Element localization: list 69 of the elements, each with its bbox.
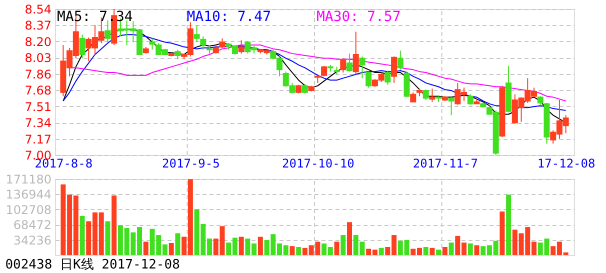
bar: [500, 211, 505, 255]
y-tick-label: 8.37: [24, 18, 52, 33]
candlestick: [467, 94, 474, 106]
text: 002438 日K线 2017-12-08: [5, 258, 180, 272]
bar: [143, 242, 148, 255]
candlestick: [174, 49, 181, 60]
bar: [290, 246, 295, 255]
y-tick-label: 171180: [6, 172, 52, 186]
candlestick: [104, 20, 111, 43]
candlestick: [366, 71, 372, 88]
candlestick: [422, 89, 429, 101]
bar: [80, 216, 85, 255]
candlestick: [238, 40, 244, 54]
candlestick: [194, 24, 200, 43]
bar: [468, 243, 473, 255]
bar: [506, 194, 512, 255]
candlestick: [340, 58, 346, 74]
y-tick-label: 7.86: [24, 67, 52, 82]
x-tick-label: 2017-10-10: [282, 156, 354, 170]
text: MA30: 7.57: [316, 9, 401, 25]
y-tick-label: 7.34: [24, 116, 52, 130]
candlestick: [448, 96, 454, 116]
candlestick: [212, 44, 219, 54]
bar: [430, 248, 435, 255]
bar: [423, 247, 428, 255]
series-label: MA10: 7.47: [186, 9, 272, 25]
candlestick: [359, 56, 366, 79]
y-tick-label: 34236: [13, 233, 52, 248]
bar: [105, 221, 110, 255]
candlestick: [410, 92, 416, 102]
y-tick-label: 136944: [6, 188, 52, 202]
y-tick-label: 7.68: [24, 84, 52, 98]
candlestick: [302, 83, 308, 94]
bar: [442, 247, 448, 255]
candlestick: [321, 65, 328, 77]
bar: [168, 243, 174, 255]
x-tick-label: 17-12-08: [537, 156, 596, 170]
y-tick-label: 8.54: [24, 2, 52, 16]
candlestick: [219, 38, 226, 48]
x-tick-label: 2017-11-7: [412, 156, 478, 170]
bar: [334, 242, 340, 255]
candlestick: [352, 31, 359, 75]
bar: [378, 248, 384, 255]
candlestick: [397, 50, 404, 70]
bar: [175, 233, 180, 255]
bar: [340, 235, 346, 255]
candlestick: [149, 38, 156, 50]
candlestick: [79, 34, 86, 59]
candlestick: [384, 70, 391, 86]
x-tick-label: 2017-9-5: [162, 156, 220, 170]
y-tick-label: 7.17: [24, 132, 52, 146]
candlestick: [404, 71, 410, 98]
bar: [296, 247, 302, 255]
candlestick: [391, 56, 398, 84]
y-tick-label: 68472: [13, 218, 52, 232]
y-tick-label: 8.20: [24, 34, 52, 49]
candlestick: [346, 53, 352, 72]
bar: [436, 250, 442, 255]
bar: [112, 196, 117, 255]
y-tick-label: 7.51: [24, 100, 52, 114]
y-tick-label: 8.03: [24, 51, 52, 66]
y-tick-label: 102708: [6, 202, 52, 217]
bar: [474, 245, 480, 255]
candlestick: [429, 88, 436, 102]
bar: [238, 236, 244, 255]
bar: [448, 242, 454, 255]
candlestick: [200, 36, 206, 50]
bar: [346, 222, 352, 255]
bar: [258, 236, 263, 255]
